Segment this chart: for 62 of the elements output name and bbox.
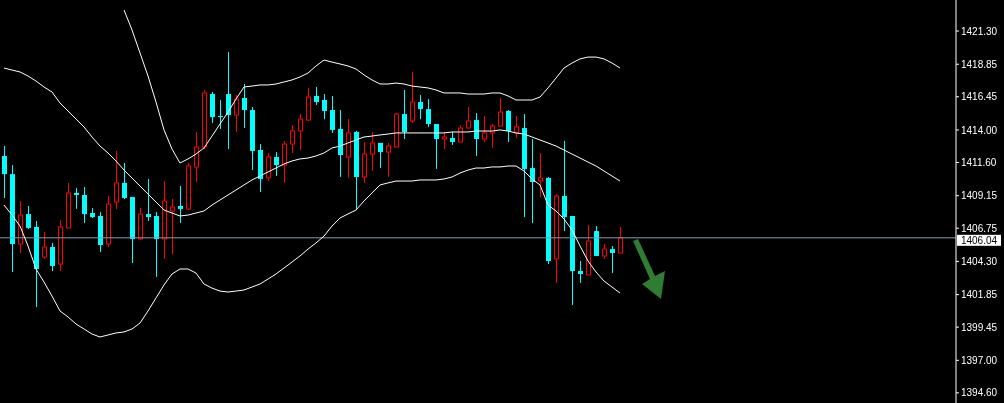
candlestick [514, 115, 519, 139]
candlestick [114, 150, 119, 210]
y-tick-label: 1411.60 [961, 157, 997, 169]
candlestick [210, 91, 215, 124]
candlestick [242, 83, 247, 129]
candlestick [178, 185, 183, 224]
candlestick [362, 141, 367, 184]
y-tick-label: 1399.45 [961, 321, 998, 333]
candlestick [538, 152, 543, 198]
candlestick [42, 231, 47, 260]
candlestick [378, 142, 383, 169]
candlestick [418, 94, 423, 120]
ref-line-label: 1406.04 [960, 234, 998, 246]
candlestick [314, 86, 319, 106]
candlestick [306, 87, 311, 122]
candlestick [170, 198, 175, 255]
y-tick-label: 1394.60 [961, 387, 998, 399]
candlestick [578, 260, 583, 284]
candlestick [266, 152, 271, 182]
candlestick [402, 89, 407, 140]
candlestick [2, 145, 7, 199]
candlestick [482, 115, 487, 143]
candlestick [154, 211, 159, 278]
y-tick-label: 1421.30 [961, 25, 998, 37]
candlestick [298, 113, 303, 151]
candlestick [562, 140, 567, 232]
candlestick [122, 162, 127, 200]
y-tick-label: 1416.45 [961, 91, 998, 103]
candlestick [410, 71, 415, 124]
candlestick [26, 205, 31, 230]
candlestick [322, 93, 327, 120]
candlestick [82, 186, 87, 224]
line-series [3, 165, 621, 338]
candlestick [146, 178, 151, 222]
candlestick [474, 112, 479, 157]
y-tick-label: 1409.15 [961, 190, 998, 202]
candlestick [290, 124, 295, 154]
y-tick-label: 1418.85 [961, 58, 998, 70]
candlestick [226, 51, 231, 150]
candlestick [74, 187, 79, 210]
candlestick [610, 245, 615, 274]
candlestick [50, 242, 55, 272]
candlestick [234, 94, 239, 133]
candlestick [194, 131, 199, 183]
y-tick-label: 1401.85 [961, 289, 998, 301]
candlestick [498, 97, 503, 127]
candlestick [426, 98, 431, 128]
candlestick [370, 131, 375, 172]
candlestick [282, 140, 287, 184]
y-tick-label: 1404.30 [961, 255, 998, 267]
candlestick [530, 138, 535, 224]
candlestick [506, 109, 511, 143]
candlestick [218, 99, 223, 130]
y-tick-label: 1397.00 [961, 354, 998, 366]
candlestick [330, 95, 335, 134]
candlestick [274, 151, 279, 177]
y-tick-label: 1406.75 [961, 222, 998, 234]
candlestick [386, 142, 391, 178]
candlestick [466, 106, 471, 129]
candlestick [618, 226, 623, 254]
y-tick-label: 1414.00 [961, 124, 998, 136]
line-series [3, 67, 621, 217]
